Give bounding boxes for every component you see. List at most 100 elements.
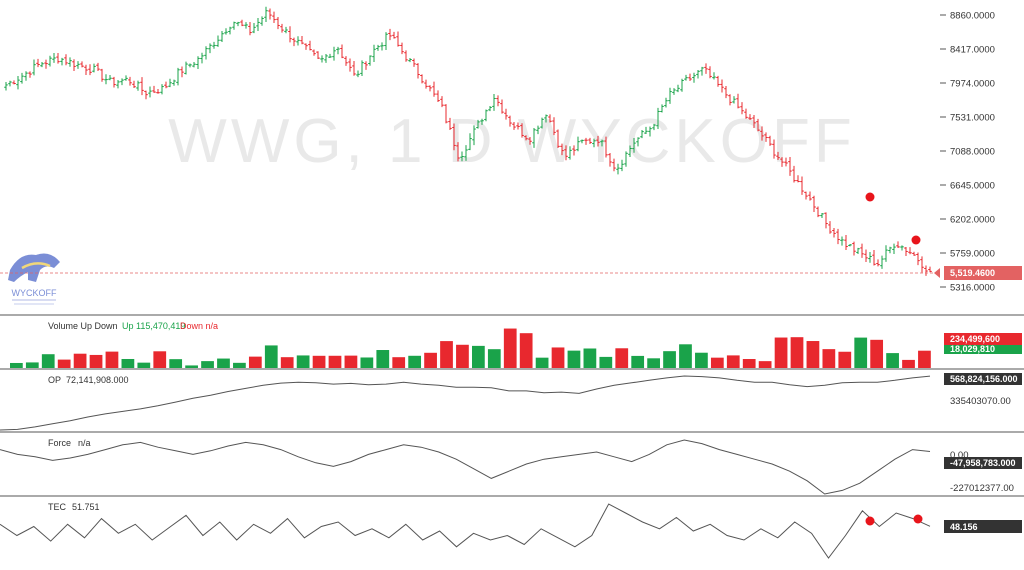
ohlc-bar <box>584 137 588 145</box>
ohlc-bar <box>828 221 832 234</box>
ohlc-bar <box>24 71 28 81</box>
ohlc-bar <box>480 118 484 125</box>
ohlc-bar <box>176 67 180 86</box>
ohlc-bar <box>472 125 476 146</box>
volume-bar <box>503 328 517 368</box>
ohlc-bar <box>160 84 164 95</box>
volume-secondary-tag <box>944 344 1022 354</box>
ohlc-bar <box>540 117 544 129</box>
ohlc-bar <box>896 241 900 248</box>
ohlc-bar <box>148 86 152 98</box>
volume-bar <box>472 345 485 368</box>
ohlc-bar <box>100 68 104 82</box>
volume-bar <box>854 337 868 368</box>
volume-value-label: 234,499,600 <box>950 334 1000 344</box>
ohlc-bar <box>224 28 228 35</box>
volume-bar <box>392 357 406 368</box>
volume-bar <box>217 358 230 368</box>
ohlc-bar <box>700 66 704 76</box>
op-line <box>0 375 931 431</box>
volume-bar <box>519 333 533 368</box>
ohlc-bar <box>668 87 672 104</box>
price-axis-label: 7088.0000 <box>950 147 995 158</box>
ohlc-bar <box>464 145 468 161</box>
volume-bar <box>328 355 342 368</box>
ohlc-bar <box>808 191 812 201</box>
ohlc-bar <box>776 151 780 161</box>
ohlc-bar <box>816 206 820 218</box>
ohlc-bar <box>144 90 148 100</box>
force-value-tag <box>944 457 1022 469</box>
logo-text: WYCKOFF <box>12 288 57 298</box>
ohlc-bar <box>252 23 256 34</box>
ohlc-bar <box>132 80 136 88</box>
ohlc-bar <box>120 78 124 86</box>
ohlc-bar <box>124 75 128 81</box>
ohlc-bar <box>496 95 500 107</box>
ohlc-bar <box>756 118 760 132</box>
volume-bar <box>758 361 772 368</box>
ohlc-bar <box>848 243 852 247</box>
volume-bar <box>233 362 246 368</box>
price-axis-label: 8417.0000 <box>950 45 995 56</box>
ohlc-bar <box>208 43 212 54</box>
volume-bar <box>169 359 183 368</box>
ohlc-bar <box>880 255 884 269</box>
tec-value-label: 48.156 <box>950 522 978 532</box>
ohlc-bar <box>860 243 864 258</box>
ohlc-bar <box>736 93 740 109</box>
ohlc-bar <box>28 71 32 78</box>
volume-bar <box>599 356 613 368</box>
ohlc-bar <box>792 165 796 183</box>
tec-line <box>0 503 931 559</box>
ohlc-bar <box>504 108 508 120</box>
ohlc-bar <box>88 64 92 76</box>
ohlc-bar <box>660 104 664 113</box>
op-pane-title: OP <box>48 375 61 385</box>
ohlc-bar <box>432 81 436 97</box>
ohlc-bar <box>928 266 932 273</box>
ohlc-bar <box>40 62 44 68</box>
ohlc-bar <box>688 73 692 82</box>
volume-bar <box>647 358 660 368</box>
ohlc-bar <box>616 163 620 175</box>
volume-bar <box>105 351 119 368</box>
price-axis-label: 8860.0000 <box>950 11 995 22</box>
ohlc-bar <box>32 59 36 76</box>
ohlc-bar <box>784 157 788 167</box>
ohlc-bar <box>428 85 432 92</box>
ohlc-bar <box>884 245 888 262</box>
volume-bar <box>822 349 836 368</box>
ohlc-bar <box>12 80 16 85</box>
volume-bar <box>89 354 103 368</box>
ohlc-bar <box>36 58 40 68</box>
volume-bar <box>902 359 915 368</box>
ohlc-bar <box>228 26 232 35</box>
ohlc-bar <box>352 61 356 76</box>
ohlc-bar <box>304 43 308 50</box>
ohlc-bar <box>600 139 604 147</box>
ohlc-bar <box>748 114 752 121</box>
ohlc-bar <box>112 76 116 88</box>
volume-bar <box>583 348 597 368</box>
ohlc-bar <box>336 46 340 55</box>
ohlc-bar <box>280 23 284 33</box>
ohlc-bar <box>392 31 396 39</box>
ohlc-bar <box>440 96 444 108</box>
ohlc-bar <box>232 21 236 30</box>
volume-bar <box>487 349 501 368</box>
ohlc-bar <box>316 51 320 60</box>
ohlc-bar <box>84 64 88 76</box>
ohlc-bar <box>712 72 716 80</box>
ohlc-bar <box>520 123 524 138</box>
ohlc-bar <box>8 80 12 87</box>
force-axis-bottom: -227012377.00 <box>950 483 1014 494</box>
ohlc-bar <box>136 80 140 91</box>
volume-bars <box>10 328 931 368</box>
ohlc-bar <box>456 142 460 162</box>
ohlc-bar <box>608 153 612 167</box>
volume-bar <box>456 344 469 368</box>
tec-signal-marker <box>865 516 875 526</box>
